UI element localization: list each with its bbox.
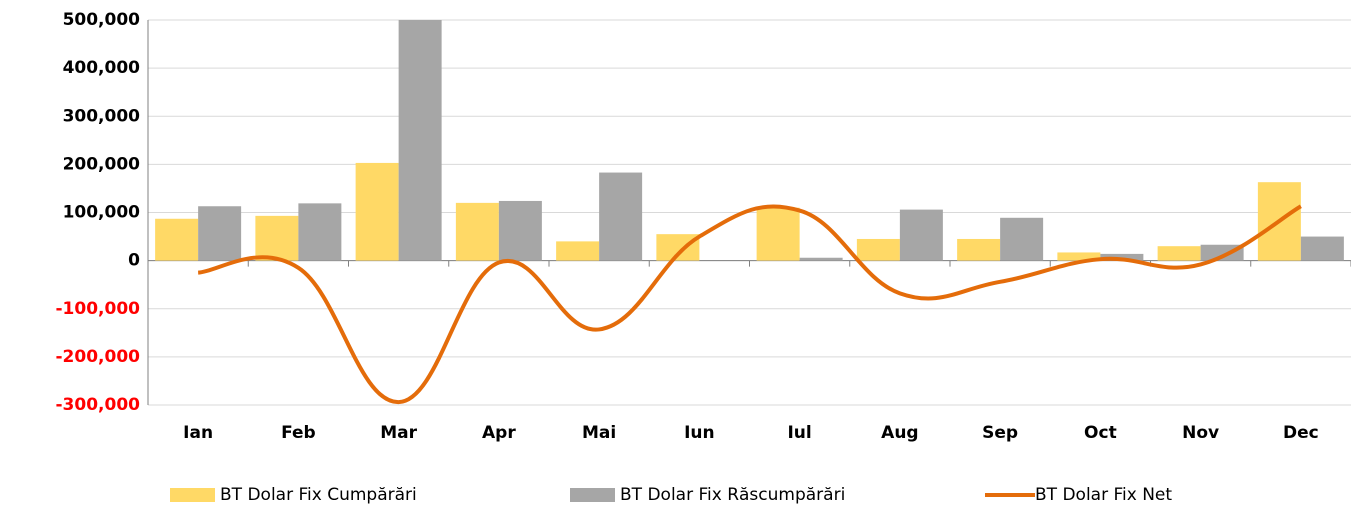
x-tick-label: Aug <box>881 423 918 443</box>
bar <box>799 257 843 261</box>
bar <box>255 215 299 261</box>
x-tick-label: Mar <box>380 423 417 443</box>
x-tick-label: Nov <box>1182 423 1219 443</box>
y-tick-label: 400,000 <box>63 58 141 78</box>
bar <box>455 202 499 261</box>
x-tick-label: Ian <box>183 423 213 443</box>
x-tick-label: Mai <box>582 423 616 443</box>
bar <box>1057 252 1101 261</box>
bar <box>198 206 242 261</box>
bar <box>1000 217 1044 261</box>
bar <box>599 172 643 261</box>
bar <box>756 207 800 261</box>
y-tick-label: 300,000 <box>63 106 141 126</box>
bar <box>1157 246 1201 261</box>
bar <box>398 20 442 261</box>
bar <box>1200 244 1244 261</box>
x-tick-label: Iul <box>787 423 811 443</box>
y-tick-label: 0 <box>128 251 140 271</box>
bar <box>1300 236 1344 261</box>
x-tick-label: Dec <box>1283 423 1319 443</box>
legend-label: BT Dolar Fix Net <box>1035 485 1172 505</box>
x-tick-label: Oct <box>1084 423 1117 443</box>
y-tick-label: 200,000 <box>63 154 141 174</box>
y-tick-label: -300,000 <box>56 395 141 415</box>
bar <box>498 200 542 261</box>
bar <box>899 209 943 261</box>
x-tick-label: Apr <box>482 423 516 443</box>
x-tick-label: Sep <box>982 423 1018 443</box>
bar <box>355 162 399 261</box>
bar <box>556 241 600 261</box>
legend-swatch <box>570 488 615 502</box>
legend-label: BT Dolar Fix Răscumpărări <box>620 485 845 505</box>
bar <box>1100 253 1144 261</box>
bar <box>957 238 1001 261</box>
bar <box>155 218 199 261</box>
y-tick-label: 100,000 <box>63 203 141 223</box>
y-tick-label: 500,000 <box>63 10 141 30</box>
line <box>197 204 1302 405</box>
legend-label: BT Dolar Fix Cumpărări <box>220 485 417 505</box>
bar <box>856 238 900 261</box>
y-tick-label: -200,000 <box>56 347 141 367</box>
x-tick-label: Iun <box>684 423 715 443</box>
legend-swatch <box>170 488 215 502</box>
x-tick-label: Feb <box>281 423 316 443</box>
y-tick-label: -100,000 <box>56 299 141 319</box>
bar <box>298 203 342 261</box>
